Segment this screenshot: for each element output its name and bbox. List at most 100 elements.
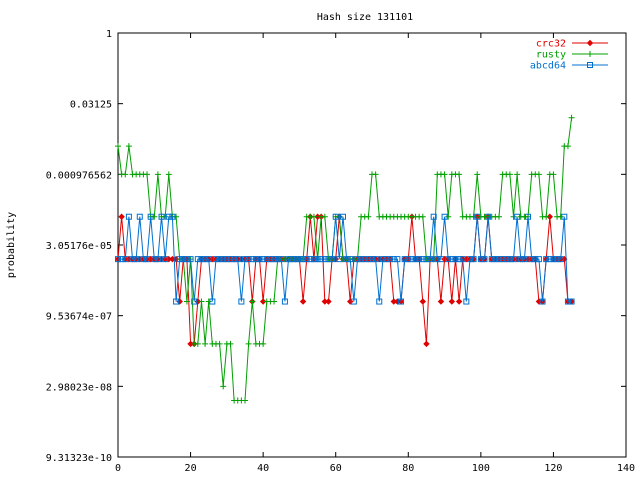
data-point <box>390 256 397 263</box>
x-tick-label: 140 <box>617 463 635 474</box>
data-point <box>238 298 245 305</box>
data-point <box>350 298 357 305</box>
data-point <box>419 256 426 263</box>
data-point <box>496 213 502 220</box>
data-point <box>354 256 361 263</box>
data-point <box>470 213 477 220</box>
data-point <box>455 298 463 305</box>
data-point <box>220 383 227 390</box>
data-point <box>383 256 390 263</box>
y-tick-label: 3.05176e-05 <box>46 241 112 252</box>
data-point <box>419 298 427 305</box>
data-point <box>554 256 561 263</box>
data-point <box>125 143 132 150</box>
data-point <box>307 256 314 263</box>
data-point <box>118 256 125 263</box>
data-point <box>154 171 161 178</box>
data-point <box>416 256 423 263</box>
data-point <box>543 213 550 220</box>
data-point <box>481 256 488 263</box>
data-point <box>198 298 205 305</box>
data-point <box>343 256 350 263</box>
data-point <box>369 256 375 263</box>
data-point <box>271 298 278 305</box>
data-point <box>173 213 180 220</box>
data-point <box>176 298 183 305</box>
data-point <box>514 213 521 220</box>
legend-label-crc32: crc32 <box>536 39 566 50</box>
data-point <box>274 256 281 263</box>
data-point <box>259 298 267 305</box>
data-point <box>441 213 448 220</box>
data-point <box>496 256 502 263</box>
data-point <box>365 256 372 263</box>
data-point <box>448 256 455 263</box>
data-point <box>227 256 234 263</box>
data-point <box>173 298 180 305</box>
data-point <box>503 256 510 263</box>
data-point <box>260 256 267 263</box>
data-point <box>245 256 252 263</box>
data-point <box>398 298 405 305</box>
data-point <box>122 171 129 178</box>
data-point <box>546 256 553 263</box>
data-point <box>310 256 317 263</box>
data-point <box>499 256 506 263</box>
data-point <box>249 298 256 305</box>
data-point <box>162 256 169 263</box>
data-point <box>535 171 542 178</box>
data-point <box>183 256 190 263</box>
y-tick-label: 2.98023e-08 <box>46 382 112 393</box>
data-point <box>242 256 248 263</box>
data-point <box>521 256 528 263</box>
data-point <box>550 171 557 178</box>
y-axis-label: probability <box>6 212 17 278</box>
data-point <box>260 340 267 347</box>
data-point <box>586 39 594 47</box>
data-point <box>434 256 441 263</box>
data-point <box>198 256 205 263</box>
data-point <box>154 256 161 263</box>
data-point <box>249 256 256 263</box>
data-point <box>162 213 169 220</box>
data-point <box>122 256 129 263</box>
data-point <box>133 256 140 263</box>
data-point <box>564 143 571 150</box>
data-point <box>339 213 346 220</box>
data-point <box>271 256 278 263</box>
data-point <box>445 256 452 263</box>
data-point <box>470 256 477 263</box>
data-point <box>332 213 339 220</box>
data-point <box>568 114 575 121</box>
data-point <box>285 256 292 263</box>
y-tick-label: 0.000976562 <box>46 170 112 181</box>
data-point <box>118 213 125 220</box>
data-point <box>212 256 219 263</box>
data-point <box>463 298 470 305</box>
data-point <box>419 213 426 220</box>
data-point <box>506 171 513 178</box>
data-point <box>223 256 230 263</box>
data-point <box>336 213 343 220</box>
data-point <box>517 256 524 263</box>
data-point <box>158 213 165 220</box>
data-point <box>387 256 394 263</box>
data-point <box>474 213 481 220</box>
y-tick-label: 0.03125 <box>70 100 112 111</box>
data-point <box>321 256 328 263</box>
data-point <box>506 256 513 263</box>
data-point <box>528 256 535 263</box>
y-tick-label: 1 <box>106 29 112 40</box>
data-point <box>347 298 354 305</box>
data-point <box>405 256 412 263</box>
data-point <box>256 256 263 263</box>
data-point <box>300 256 307 263</box>
data-point <box>372 256 379 263</box>
x-tick-label: 0 <box>115 463 121 474</box>
data-point <box>205 298 212 305</box>
data-point <box>445 213 452 220</box>
data-point <box>147 213 154 220</box>
data-point <box>194 340 201 347</box>
data-point <box>557 213 564 220</box>
